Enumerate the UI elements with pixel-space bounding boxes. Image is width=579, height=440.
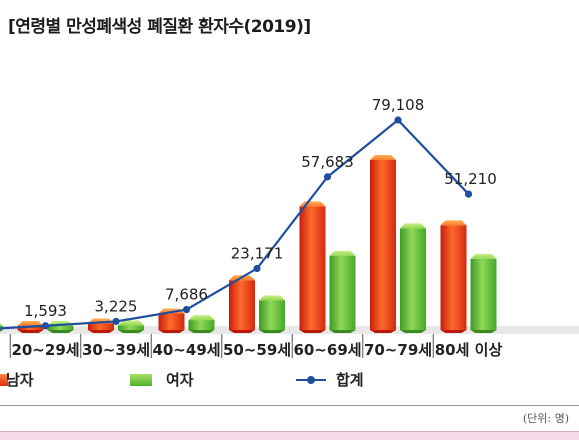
legend-male-label: 남자 [6,371,34,389]
female-bar-top [118,320,144,326]
female-bar-bottom [118,330,144,333]
female-bar [259,295,285,333]
female-bar-bottom [259,330,285,333]
female-bar-body [118,325,144,330]
divider [0,405,579,406]
x-tick-label: 30~39세 [82,341,150,359]
male-bar-body [229,280,255,330]
male-bar [440,220,467,333]
female-bar [118,320,144,333]
total-point [394,116,402,124]
male-bar-body [88,323,114,330]
female-bar-bottom [470,330,497,333]
female-bar-body [188,320,215,330]
unit-note: (단위: 명) [522,412,569,425]
chart-title: [연령별 만성폐색성 폐질환 환자수(2019)] [8,17,311,37]
male-bar [299,201,326,333]
male-bar-top [17,321,44,326]
male-bar-bottom [17,330,44,333]
female-bar-bottom [0,330,3,332]
female-bar-bottom [400,330,426,333]
total-point [323,173,332,181]
male-bar-top [299,201,326,207]
legend-male-swatch [0,374,8,386]
total-point [464,190,473,198]
x-tick-label: 20~29세 [11,341,79,359]
male-bar [17,321,44,333]
male-bar-bottom [229,330,255,333]
data-label: 51,210 [444,170,497,188]
data-label: 1,593 [24,302,67,320]
male-bar [88,318,114,333]
male-bar [158,308,185,333]
male-bar-body [17,326,44,330]
legend-total-label: 합계 [336,371,364,389]
female-bar-body [400,228,426,330]
male-bar-bottom [299,330,326,333]
male-bar-top [370,155,396,160]
female-bar [188,315,215,333]
male-bar-bottom [440,330,467,333]
legend-male: 남자 [0,369,46,391]
female-bar-top [259,295,285,301]
female-bar [329,250,356,333]
female-bar [470,253,497,333]
female-bar-top [0,323,3,326]
male-bar-bottom [88,330,114,333]
total-point [41,322,50,330]
total-point [182,305,191,314]
female-bar-top [329,250,356,256]
female-bar-bottom [329,330,356,333]
female-bar [47,321,74,333]
female-bar-bottom [188,330,215,333]
legend-female-swatch [130,374,152,386]
data-label: 3,225 [95,297,138,315]
total-point [253,264,261,273]
male-bar [229,275,255,333]
male-bar-bottom [158,330,185,333]
female-bar-body [47,326,74,330]
data-label: 57,683 [301,153,354,171]
data-label: 23,171 [231,244,284,262]
total-line [0,118,470,330]
female-bar-body [470,258,497,330]
x-tick-label: 60~69세 [293,341,361,359]
data-label: 79,108 [372,96,425,114]
legend-female: 여자 [130,369,220,391]
female-bar [400,223,426,333]
legend-total: 합계 [296,369,386,391]
male-bar-body [440,225,467,330]
male-bar-top [440,220,467,226]
male-bar-body [299,206,326,330]
x-tick-label: 40~49세 [152,341,220,359]
male-bar-body [370,160,396,330]
female-bar-top [400,223,426,229]
x-tick-label: 50~59세 [223,341,291,359]
data-label: 7,686 [165,286,208,304]
x-tick-label: 80세 이상 [435,341,503,359]
total-point [112,317,120,326]
female-bar-body [329,255,356,330]
chart-floor [0,326,579,334]
x-tick-label: 70~79세 [364,341,432,359]
table-header-strip [0,431,579,440]
male-bar-bottom [370,330,396,333]
male-bar [370,155,396,333]
female-bar-body [259,300,285,330]
female-bar-bottom [47,330,74,333]
chart-plot-area: 1,5933,2257,68623,17157,68379,10851,210세… [0,96,579,359]
male-bar-body [158,313,185,330]
legend-total-marker [307,376,315,384]
female-bar-top [470,253,497,259]
legend-female-label: 여자 [166,371,194,389]
female-bar-top [188,315,215,321]
